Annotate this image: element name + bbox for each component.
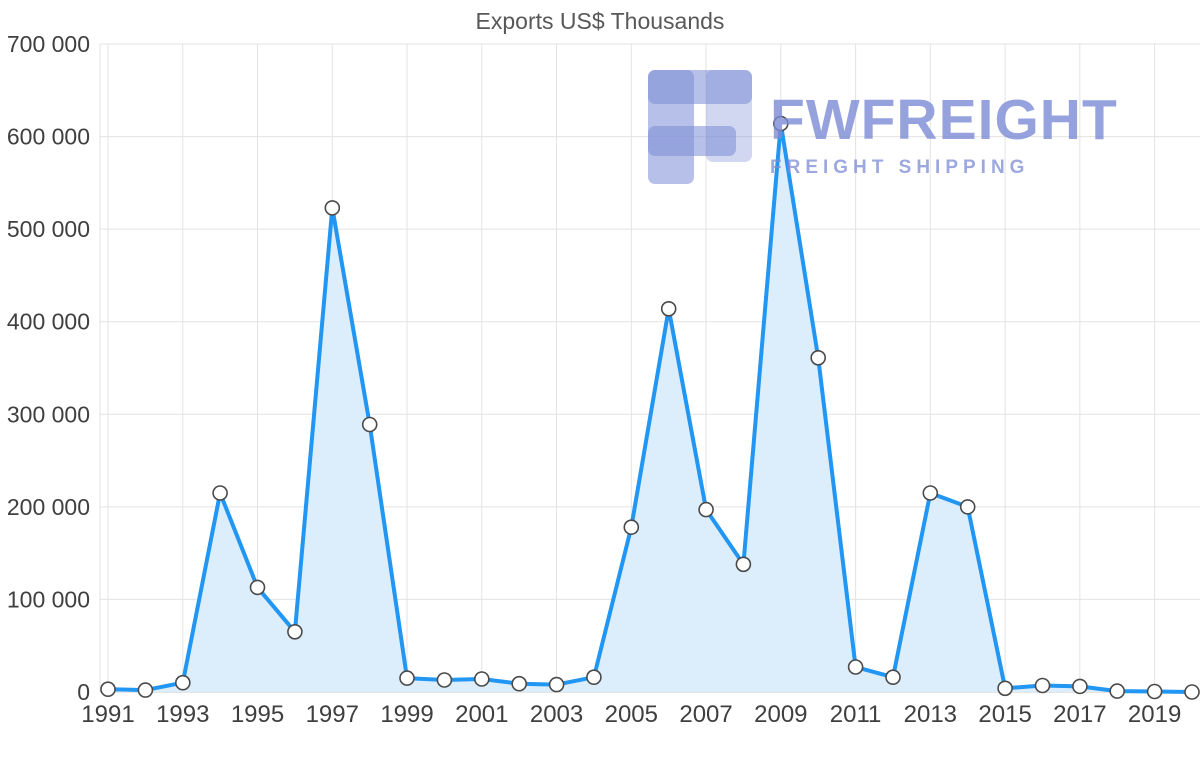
data-point-2018 bbox=[1109, 683, 1125, 699]
data-point-2008 bbox=[735, 556, 752, 573]
data-point-2010 bbox=[810, 349, 827, 366]
data-point-1992 bbox=[137, 682, 154, 698]
data-point-2016 bbox=[1034, 677, 1051, 694]
x-axis-label: 2009 bbox=[754, 701, 807, 728]
data-point-2015 bbox=[997, 680, 1013, 697]
data-point-2019 bbox=[1146, 683, 1163, 700]
x-axis-label: 2007 bbox=[679, 701, 732, 728]
data-point-2017 bbox=[1072, 678, 1088, 695]
x-axis-label: 2019 bbox=[1128, 701, 1181, 728]
data-point-2009 bbox=[772, 115, 789, 132]
x-axis-label: 2001 bbox=[455, 701, 508, 728]
y-axis-label: 600 000 bbox=[7, 124, 90, 150]
chart-title: Exports US$ Thousands bbox=[475, 8, 725, 34]
data-point-2005 bbox=[623, 519, 640, 536]
x-axis-label: 2005 bbox=[605, 701, 658, 728]
y-axis-label: 400 000 bbox=[7, 309, 90, 335]
x-axis-label: 1993 bbox=[156, 701, 209, 728]
y-axis-label: 700 000 bbox=[7, 31, 90, 57]
x-axis-label: 1997 bbox=[306, 701, 359, 728]
y-axis-label: 0 bbox=[77, 679, 90, 705]
data-point-2003 bbox=[548, 676, 565, 693]
data-point-2012 bbox=[885, 669, 901, 686]
y-axis-label: 500 000 bbox=[7, 216, 90, 242]
x-axis-label: 2017 bbox=[1053, 701, 1106, 728]
data-point-1991 bbox=[100, 681, 116, 698]
series-area-fill bbox=[108, 123, 1192, 693]
x-axis-label: 1991 bbox=[81, 701, 134, 728]
data-point-1997 bbox=[324, 200, 341, 216]
data-point-2013 bbox=[922, 485, 939, 501]
data-point-1996 bbox=[287, 623, 303, 640]
x-axis-label: 1999 bbox=[380, 701, 433, 728]
y-axis-label: 100 000 bbox=[7, 586, 90, 612]
data-point-1994 bbox=[212, 485, 228, 501]
data-point-2007 bbox=[698, 501, 714, 518]
y-axis-label: 200 000 bbox=[7, 494, 90, 520]
data-point-2001 bbox=[473, 671, 490, 687]
data-point-1998 bbox=[361, 416, 378, 433]
x-axis-label: 2013 bbox=[904, 701, 957, 728]
data-point-1995 bbox=[249, 579, 266, 596]
data-point-2020 bbox=[1184, 684, 1200, 700]
data-point-1999 bbox=[399, 670, 415, 686]
x-axis-label: 2015 bbox=[978, 701, 1031, 728]
data-point-1993 bbox=[175, 674, 191, 691]
x-axis-label: 2003 bbox=[530, 701, 583, 728]
data-point-2014 bbox=[959, 499, 976, 515]
data-point-2000 bbox=[436, 672, 453, 688]
x-axis-label: 1995 bbox=[231, 701, 284, 728]
data-point-2011 bbox=[847, 659, 864, 675]
x-axis-label: 2011 bbox=[830, 701, 882, 728]
data-point-2006 bbox=[660, 300, 677, 317]
data-point-2004 bbox=[586, 669, 602, 686]
y-axis-label: 300 000 bbox=[7, 401, 90, 427]
data-point-2002 bbox=[511, 675, 528, 692]
